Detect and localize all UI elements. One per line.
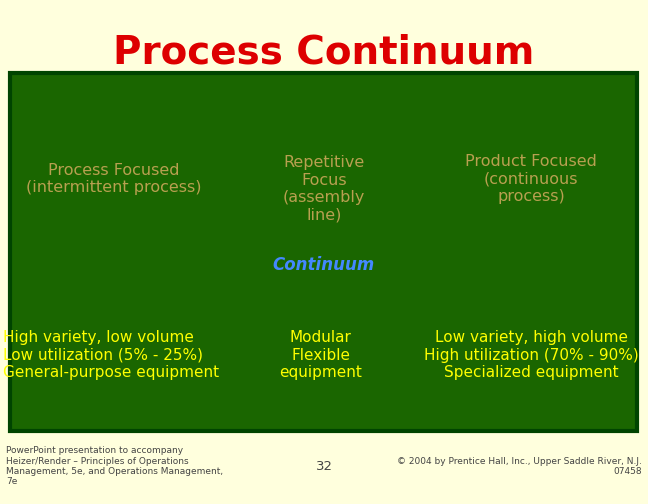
Text: 32: 32 xyxy=(316,460,332,473)
Text: Repetitive
Focus
(assembly
line): Repetitive Focus (assembly line) xyxy=(283,155,365,223)
Text: PowerPoint presentation to accompany
Heizer/Render – Principles of Operations
Ma: PowerPoint presentation to accompany Hei… xyxy=(6,446,224,486)
Text: Process Continuum: Process Continuum xyxy=(113,34,535,72)
Text: High variety, low volume
Low utilization (5% - 25%)
General-purpose equipment: High variety, low volume Low utilization… xyxy=(3,331,220,380)
FancyBboxPatch shape xyxy=(10,73,637,431)
Text: Low variety, high volume
High utilization (70% - 90%)
Specialized equipment: Low variety, high volume High utilizatio… xyxy=(424,331,639,380)
Text: © 2004 by Prentice Hall, Inc., Upper Saddle River, N.J.
07458: © 2004 by Prentice Hall, Inc., Upper Sad… xyxy=(397,457,642,476)
Text: Product Focused
(continuous
process): Product Focused (continuous process) xyxy=(465,154,597,204)
Text: Modular
Flexible
equipment: Modular Flexible equipment xyxy=(279,331,362,380)
Text: Continuum: Continuum xyxy=(273,256,375,274)
Text: Process Focused
(intermittent process): Process Focused (intermittent process) xyxy=(26,163,201,195)
